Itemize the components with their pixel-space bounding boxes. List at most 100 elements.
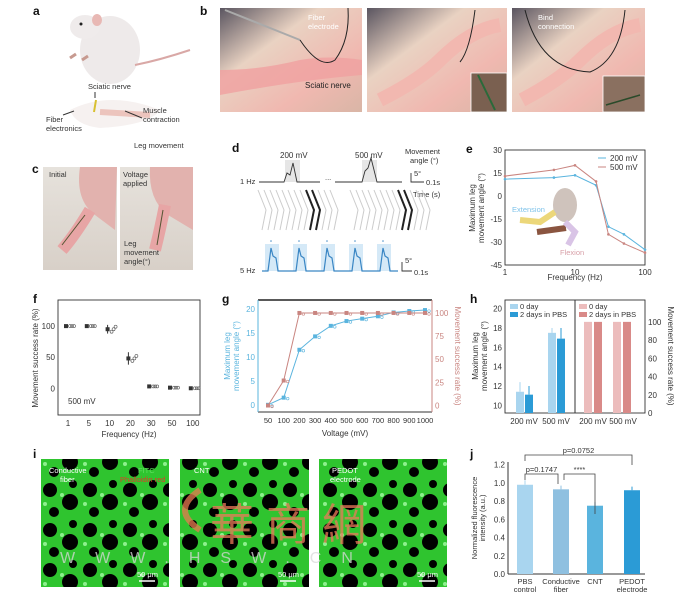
significance-bracket: [563, 473, 596, 514]
panel-c-photos: Initial Voltage applied Leg movement ang…: [43, 167, 193, 270]
data-point: [594, 180, 598, 183]
data-point: [328, 310, 333, 315]
x-tick-label: Conductive: [542, 577, 580, 586]
leg-position-line: [391, 189, 401, 231]
x-tick-label: 200: [293, 416, 306, 425]
inset-photo: [602, 75, 646, 113]
y-tick-label-left: 0: [251, 401, 256, 410]
data-point: [643, 248, 647, 251]
leg-position-line: [421, 189, 431, 231]
replicate-point: [91, 324, 95, 328]
y-axis-label: Maximum leg: [468, 184, 477, 232]
label-leg-movement: Leg movement: [134, 141, 185, 150]
label-flexion: Flexion: [560, 248, 584, 257]
plot-frame: [57, 299, 201, 416]
replicate-point: [176, 385, 180, 390]
mean-marker: [105, 327, 110, 332]
y-tick-label-right: 20: [648, 391, 657, 400]
panel-label-c: c: [32, 162, 39, 176]
replicate-point: [70, 324, 74, 328]
replicate-point: [134, 354, 139, 358]
label-applied: applied: [123, 179, 147, 188]
leg-position-line: [403, 189, 414, 231]
x-tick-label: 1: [66, 419, 71, 428]
label-5hz: 5 Hz: [240, 266, 256, 275]
scale-time: 0.1s: [414, 268, 428, 277]
y-axis-label-right: Movement success rate (%): [453, 306, 462, 405]
y-tick-label-left: 20: [493, 305, 502, 314]
x-tick-label: 30: [147, 419, 156, 428]
leg-position-line: [299, 189, 309, 231]
y-tick-label-left: 10: [246, 353, 255, 362]
bar: [613, 321, 621, 413]
y-tick-label: -30: [490, 238, 502, 247]
x-tick-label: 10: [105, 419, 114, 428]
data-point: [622, 242, 626, 245]
y-tick-label: 0.4: [494, 534, 506, 543]
bar: [624, 490, 640, 574]
y-tick-label: 0: [498, 192, 503, 201]
replicate-point: [89, 324, 93, 328]
bar: [623, 321, 631, 413]
trace-line: [262, 247, 398, 272]
significance-bracket: [524, 454, 633, 465]
label-contraction: contraction: [143, 115, 180, 124]
label-angle: angle (°): [410, 156, 439, 165]
replicate-point: [380, 312, 384, 316]
data-point: [391, 310, 396, 315]
panel-label-h: h: [470, 292, 477, 306]
panel-a-mouse-illustration: Sciatic nerve Fiber electronics Muscle c…: [46, 14, 191, 150]
y-tick-label-right: 100: [648, 318, 662, 327]
data-point: [313, 334, 318, 339]
y-axis-label-left: Maximum leg: [223, 332, 232, 380]
data-point: [607, 225, 610, 228]
y-tick-label: 1.0: [494, 479, 506, 488]
leg-position-line: [361, 189, 371, 231]
y-tick-label-left: 20: [246, 305, 255, 314]
chart-j-fluorescence-bars: 0.0 0.2 0.4 0.6 0.8 1.0 1.2 Normalized fluoresc…: [470, 446, 647, 594]
data-point: [573, 174, 577, 177]
data-point: [266, 403, 270, 408]
x-tick-label: 20: [126, 419, 135, 428]
leg-position-line: [305, 189, 316, 231]
replicate-point: [132, 356, 137, 361]
label-fiber: Fiber: [46, 115, 64, 124]
y-axis-label-left: movement angle (°): [480, 321, 489, 391]
replicate-point: [286, 379, 290, 384]
data-point: [552, 176, 556, 179]
x-tick-label: 1: [503, 268, 508, 277]
scale-bar-label: 50 μm: [278, 570, 299, 579]
y-tick-label: 30: [493, 146, 502, 155]
label-200mv: 200 mV: [280, 151, 308, 160]
leg-position-line: [317, 189, 327, 231]
mean-marker: [64, 324, 68, 329]
y-tick-label: 50: [46, 353, 55, 362]
y-tick-label: 100: [42, 322, 56, 331]
x-axis-label: Frequency (Hz): [547, 273, 602, 282]
label-initial: Initial: [49, 170, 67, 179]
x-tick-label: 800: [387, 416, 400, 425]
stimulus-marker: [270, 240, 272, 242]
series-line: [267, 309, 426, 406]
replicate-point: [109, 329, 114, 334]
y-tick-label: 0.6: [494, 515, 506, 524]
bar: [516, 391, 524, 413]
y-tick-label-left: 12: [493, 382, 502, 391]
leg-position-line: [415, 189, 425, 231]
panel-label-b: b: [200, 4, 207, 18]
panel-label-f: f: [33, 292, 38, 306]
x-tick-label: 700: [372, 416, 385, 425]
label-fitc: FITC: [138, 466, 155, 475]
label-time: Time (s): [413, 190, 441, 199]
y-tick-label-left: 5: [251, 377, 256, 386]
x-tick-label: CNT: [587, 577, 603, 586]
x-tick-label: 1000: [417, 416, 434, 425]
bar: [517, 484, 533, 574]
data-point: [344, 310, 349, 315]
y-tick-label: 0.2: [494, 552, 506, 561]
y-tick-label: 0: [51, 384, 56, 393]
label-sciatic-nerve: Sciatic nerve: [305, 81, 351, 90]
y-tick-label-right: 80: [648, 336, 657, 345]
